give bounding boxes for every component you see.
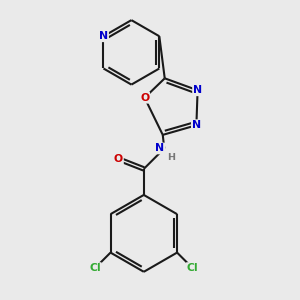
Text: Cl: Cl bbox=[89, 263, 101, 273]
Text: N: N bbox=[192, 120, 201, 130]
Text: N: N bbox=[193, 85, 202, 95]
Text: N: N bbox=[99, 31, 108, 41]
Text: H: H bbox=[167, 153, 175, 162]
Text: Cl: Cl bbox=[187, 263, 198, 273]
Text: O: O bbox=[140, 93, 149, 103]
Text: N: N bbox=[155, 143, 164, 154]
Text: O: O bbox=[114, 154, 123, 164]
